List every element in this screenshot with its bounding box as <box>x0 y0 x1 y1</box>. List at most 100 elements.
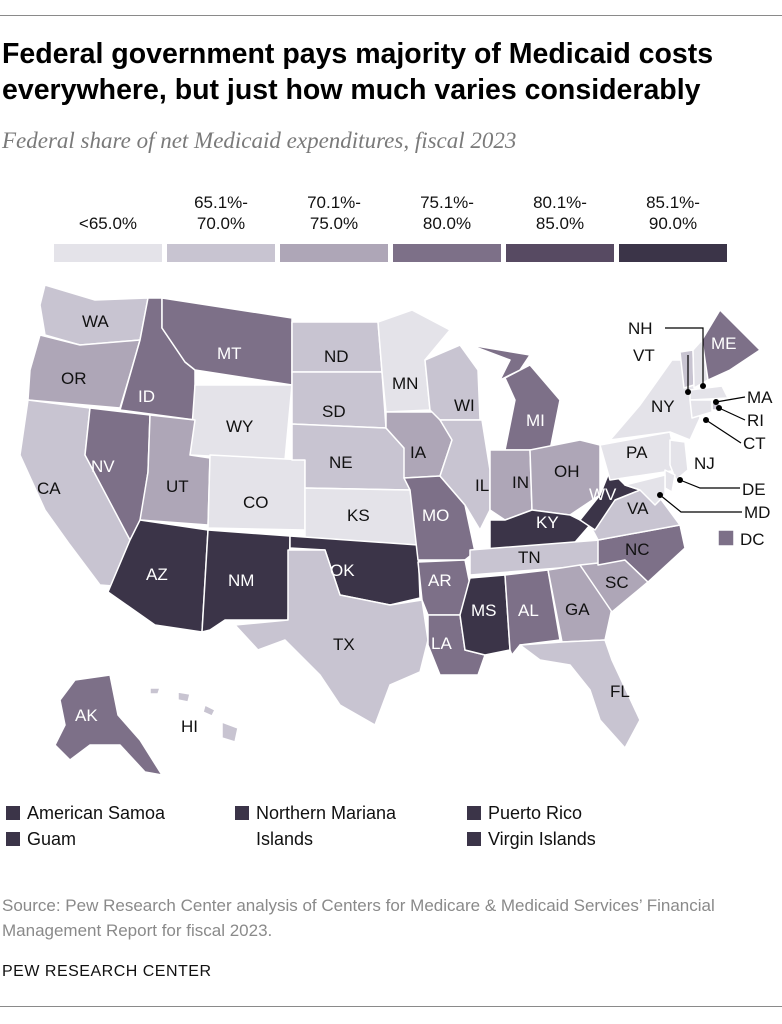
label-al: AL <box>518 601 539 620</box>
territory-swatch <box>467 832 481 846</box>
label-wv: WV <box>589 485 617 504</box>
territory-guam: Guam <box>6 826 76 852</box>
states <box>19 284 761 776</box>
state-ma <box>689 385 729 401</box>
label-tx: TX <box>333 635 355 654</box>
label-wi: WI <box>454 396 475 415</box>
legend-item-65-70: 65.1%- 70.0% <box>167 192 275 262</box>
state-hi <box>149 687 239 743</box>
chart-title: Federal government pays majority of Medi… <box>2 38 714 106</box>
legend-label: 80.1%- 85.0% <box>533 193 587 233</box>
leader-dot-vt <box>685 389 691 395</box>
label-pa: PA <box>626 443 648 462</box>
legend-label: 85.1%- 90.0% <box>646 193 700 233</box>
territory-label: Puerto Rico <box>488 803 583 823</box>
state-tx <box>234 549 429 726</box>
leader-dots <box>657 383 722 498</box>
label-nv: NV <box>91 457 115 476</box>
label-tn: TN <box>518 548 541 567</box>
territory-label: Northern Mariana Islands <box>256 803 397 849</box>
label-ia: IA <box>410 443 427 462</box>
label-ms: MS <box>471 601 497 620</box>
label-oh: OH <box>554 462 580 481</box>
leader-dot-de <box>677 477 683 483</box>
territory-swatch <box>6 806 20 820</box>
label-in: IN <box>512 473 529 492</box>
label-vt: VT <box>633 346 655 365</box>
label-id: ID <box>138 387 155 406</box>
state-ct <box>689 399 713 419</box>
label-ma: MA <box>747 388 773 407</box>
legend-item-70-75: 70.1%- 75.0% <box>280 192 388 262</box>
legend-item-80-85: 80.1%- 85.0% <box>506 192 614 262</box>
legend-label: 70.1%- 75.0% <box>307 193 361 233</box>
label-sc: SC <box>605 573 629 592</box>
top-rule <box>0 15 782 16</box>
state-dc <box>717 529 735 547</box>
label-or: OR <box>61 369 87 388</box>
territory-swatch <box>235 806 249 820</box>
legend-swatch <box>54 244 162 262</box>
legend-label: 65.1%- 70.0% <box>194 193 248 233</box>
leader-lines <box>659 327 746 513</box>
us-map: WA OR CA ID NV MT WY UT AZ CO NM ND SD N… <box>19 284 773 776</box>
state-labels: WA OR CA ID NV MT WY UT AZ CO NM ND SD N… <box>37 312 773 736</box>
label-nj: NJ <box>694 454 715 473</box>
bottom-rule <box>0 1006 782 1007</box>
state-md <box>624 474 666 506</box>
label-mi: MI <box>526 411 545 430</box>
label-mt: MT <box>217 344 242 363</box>
label-wy: WY <box>226 417 253 436</box>
label-me: ME <box>711 334 737 353</box>
state-fl <box>519 639 641 749</box>
leader-dot-ct <box>703 417 709 423</box>
label-ak: AK <box>75 706 98 725</box>
legend-swatch <box>167 244 275 262</box>
label-ct: CT <box>743 434 766 453</box>
label-nd: ND <box>324 347 349 366</box>
legend-item-75-80: 75.1%- 80.0% <box>393 192 501 262</box>
territory-swatch <box>6 832 20 846</box>
legend-item-lt65: <65.0% <box>54 192 162 262</box>
label-de: DE <box>742 480 766 499</box>
territory-virgin-islands: Virgin Islands <box>467 826 596 852</box>
label-ar: AR <box>428 571 452 590</box>
label-az: AZ <box>146 565 168 584</box>
label-ca: CA <box>37 479 61 498</box>
source-note: Source: Pew Research Center analysis of … <box>2 896 715 940</box>
legend-swatch <box>619 244 727 262</box>
state-il <box>439 419 491 531</box>
chart-subtitle: Federal share of net Medicaid expenditur… <box>2 128 517 153</box>
territory-american-samoa: American Samoa <box>6 800 165 826</box>
leader-dot-nh <box>700 383 706 389</box>
state-me <box>701 309 761 381</box>
legend-swatch <box>506 244 614 262</box>
legend-label: <65.0% <box>78 214 138 233</box>
label-hi: HI <box>181 717 198 736</box>
state-ak <box>54 674 163 776</box>
territory-puerto-rico: Puerto Rico <box>467 800 582 826</box>
legend-swatch <box>280 244 388 262</box>
label-ga: GA <box>565 600 590 619</box>
label-mo: MO <box>422 506 449 525</box>
label-nc: NC <box>625 540 650 559</box>
label-ny: NY <box>651 397 675 416</box>
label-mn: MN <box>392 374 418 393</box>
label-va: VA <box>627 499 649 518</box>
state-nj <box>669 439 689 481</box>
territory-swatch <box>467 806 481 820</box>
state-ga <box>547 564 613 643</box>
label-ks: KS <box>347 506 370 525</box>
label-co: CO <box>243 493 269 512</box>
label-wa: WA <box>82 312 109 331</box>
label-il: IL <box>475 476 489 495</box>
label-ok: OK <box>330 561 355 580</box>
territory-label: Virgin Islands <box>488 829 596 849</box>
label-ky: KY <box>536 513 559 532</box>
label-md: MD <box>744 503 770 522</box>
label-nm: NM <box>228 571 254 590</box>
territory-label: Guam <box>27 829 77 849</box>
label-nh: NH <box>628 319 653 338</box>
leader-dot-ma <box>713 399 719 405</box>
label-dc: DC <box>740 530 765 549</box>
